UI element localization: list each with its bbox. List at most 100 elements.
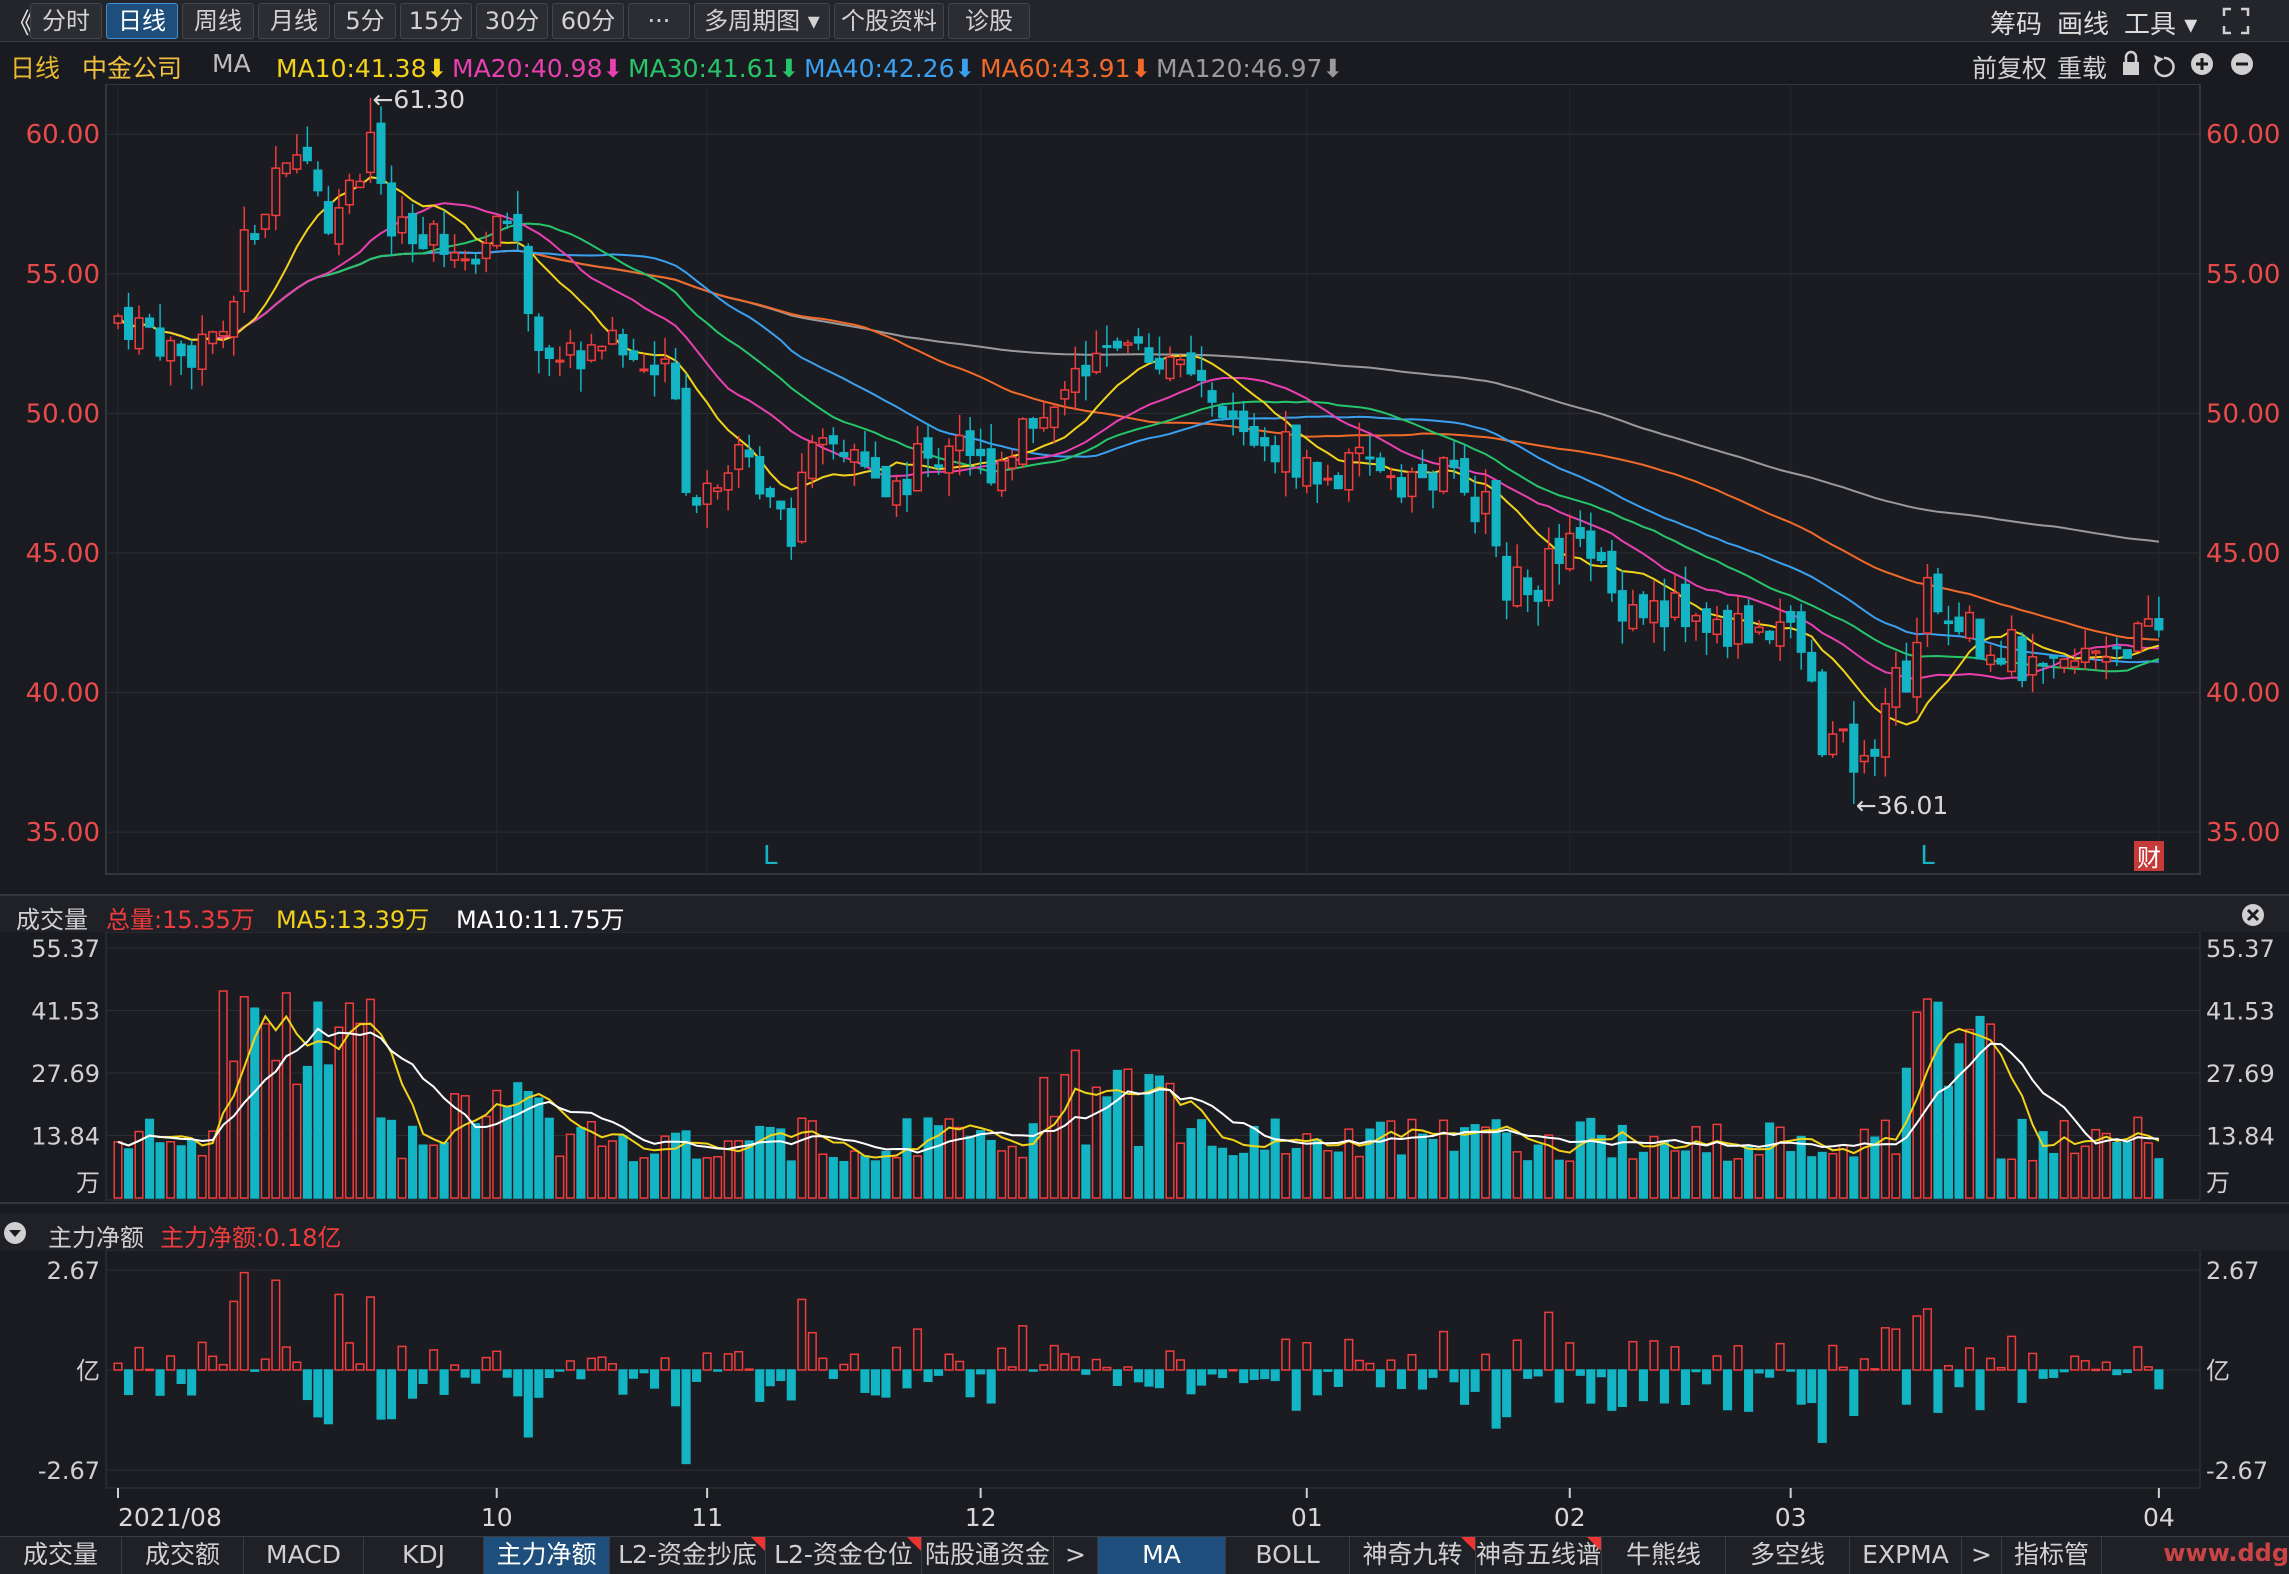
candle-body [513,213,523,241]
netflow-bar [1333,1369,1343,1387]
volume-bar [986,1139,996,1199]
candle-body [692,497,702,506]
volume-bar [1249,1125,1259,1199]
netflow-bar [671,1369,681,1407]
candle-body [187,345,197,368]
candle-body [2154,618,2164,631]
netflow-axis-label-right: -2.67 [2206,1457,2268,1485]
indicator-tab-9[interactable]: MA [1098,1537,1226,1574]
candle-body [1112,340,1122,349]
netflow-axis-label-left: 2.67 [47,1257,100,1285]
volume-bar [2101,1132,2111,1199]
close-panel-icon[interactable] [2240,902,2266,928]
indicator-tab-12[interactable]: 神奇五线谱 [1476,1537,1602,1574]
indicator-tab-14[interactable]: 多空线 [1726,1537,1850,1574]
netflow-bar [1438,1330,1449,1371]
ma-indicator-label[interactable]: MA [212,49,251,78]
volume-bar [250,1007,260,1199]
netflow-bar [1470,1369,1480,1392]
netflow-bar [1386,1359,1396,1371]
netflow-chart[interactable]: 2.67 2.67 亿 亿 -2.67 -2.67 2021/08 10 11 12 01 02 03 0… [0,1250,2289,1536]
draw-line-button[interactable]: 画线 [2057,10,2110,40]
volume-axis-label-right: 55.37 [2206,935,2275,963]
netflow-bar [986,1369,996,1404]
low-price-annotation: ←36.01 [1856,791,1949,820]
period-tab-0[interactable]: 分时 [30,3,102,39]
indicator-tab-16[interactable]: > [1962,1537,2002,1574]
volume-bar [1207,1145,1217,1199]
volume-title[interactable]: 成交量 [16,906,88,934]
indicator-tab-4[interactable]: 主力净额 [484,1537,610,1574]
period-tab-2[interactable]: 周线 [182,3,254,39]
volume-bar [1449,1150,1459,1199]
lock-icon[interactable] [2123,50,2139,75]
candle-body [166,339,176,362]
period-tab-7[interactable]: 60分 [552,3,624,39]
indicator-tab-7[interactable]: 陆股通资金 [922,1537,1054,1574]
volume-bar [1270,1118,1280,1199]
period-tab-3[interactable]: 月线 [258,3,330,39]
indicator-tab-17[interactable]: 指标管理 [2002,1537,2102,1574]
period-tab-5[interactable]: 15分 [400,3,472,39]
netflow-bar [534,1369,544,1398]
volume-axis-label-left: 55.37 [31,935,100,963]
netflow-bar [481,1356,491,1371]
volume-bar [1417,1133,1428,1199]
volume-bar [576,1127,586,1199]
indicator-tab-10[interactable]: BOLL [1226,1537,1350,1574]
reload-button[interactable]: 重载 [2057,54,2108,83]
stock-name[interactable]: 中金公司 [82,54,183,83]
candle-body [1491,480,1501,547]
candle-body [681,387,691,493]
netflow-bar [1302,1341,1312,1371]
netflow-bar [1796,1369,1806,1405]
netflow-bar [1291,1369,1301,1411]
period-tab-4[interactable]: 5分 [334,3,396,39]
candle-body [302,146,312,162]
adjust-mode[interactable]: 前复权 [1972,54,2048,83]
candle-body [365,131,376,174]
indicator-tab-13[interactable]: 牛熊线 [1602,1537,1726,1574]
indicator-tab-8[interactable]: > [1054,1537,1098,1574]
netflow-bar [2101,1361,2111,1371]
period-tab-8[interactable]: ··· [628,3,690,39]
zoom-in-icon[interactable] [2191,53,2213,75]
netflow-bar [1018,1325,1028,1371]
price-chart[interactable]: 60.00 60.00 55.00 55.00 50.00 50.00 45.00 45.00… [0,84,2289,894]
volume-bar [302,1065,312,1199]
netflow-bar [976,1369,986,1375]
volume-axis-label-left: 27.69 [31,1060,100,1088]
volume-bar [113,1141,123,1199]
candle-body [1891,667,1901,708]
undo-icon[interactable] [2154,55,2175,78]
indicator-tab-6[interactable]: L2-资金仓位 [766,1537,922,1574]
indicator-tab-1[interactable]: 成交额 [122,1537,244,1574]
zoom-out-icon[interactable] [2231,53,2253,75]
back-button[interactable]: 《 [6,7,35,40]
period-tab-1[interactable]: 日线 [106,3,178,39]
netflow-bar [239,1271,249,1371]
collapse-icon[interactable] [2,1220,28,1246]
netflow-bar [744,1368,754,1371]
netflow-bar [786,1369,796,1401]
period-tab-10[interactable]: 个股资料 [834,3,944,39]
period-tab-6[interactable]: 30分 [476,3,548,39]
volume-chart[interactable]: 55.37 55.37 41.53 41.53 27.69 27.69 13.84 13.84… [0,932,2289,1202]
netflow-bar [734,1350,744,1371]
volume-axis-label-right: 13.84 [2206,1123,2275,1151]
indicator-tab-5[interactable]: L2-资金抄底 [610,1537,766,1574]
period-tab-9[interactable]: 多周期图 ▾ [694,3,830,39]
fullscreen-icon[interactable] [2222,7,2250,35]
candle-body [450,252,460,261]
indicator-tab-0[interactable]: 成交量 [0,1537,122,1574]
chip-button[interactable]: 筹码 [1990,10,2043,40]
indicator-tab-11[interactable]: 神奇九转 [1350,1537,1476,1574]
candle-body [1554,537,1564,564]
volume-bar [523,1091,533,1199]
indicator-tab-2[interactable]: MACD [244,1537,364,1574]
netflow-title[interactable]: 主力净额 [48,1224,144,1252]
tools-menu[interactable]: 工具 ▾ [2124,10,2198,40]
period-tab-11[interactable]: 诊股 [948,3,1030,39]
indicator-tab-15[interactable]: EXPMA [1850,1537,1962,1574]
indicator-tab-3[interactable]: KDJ [364,1537,484,1574]
